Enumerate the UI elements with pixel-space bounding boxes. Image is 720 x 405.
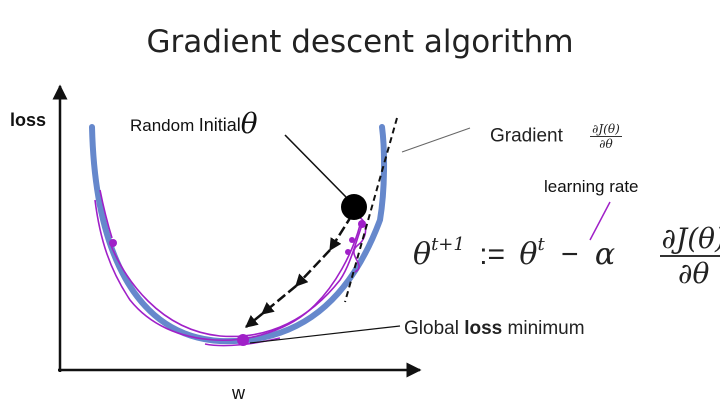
gradient-annotation: Gradient ∂J(θ) ∂θ <box>490 122 622 151</box>
descent-step-arrow-4 <box>245 313 263 328</box>
formula-denominator: ∂θ <box>678 257 710 290</box>
gradient-tangent-line <box>344 117 398 303</box>
initial-pointer-line <box>284 134 347 198</box>
formula-fraction: ∂J(θ) ∂θ <box>659 222 720 290</box>
learning-rate-pointer-line <box>589 201 611 241</box>
global-bold: loss <box>464 318 503 339</box>
descent-steps <box>245 214 354 328</box>
random-label: Random <box>130 116 195 135</box>
gradient-numerator: ∂J(θ) <box>590 122 622 137</box>
gradient-denominator: ∂θ <box>599 137 613 151</box>
learning-rate-label: learning rate <box>544 177 639 196</box>
formula-alpha: α <box>594 236 616 272</box>
initial-label: Initial <box>198 115 241 135</box>
scribble-dots <box>109 220 366 346</box>
gradient-pointer-line <box>401 127 471 153</box>
loss-curve <box>89 124 388 345</box>
initial-point-ball <box>341 194 367 220</box>
diagram-title: Gradient descent algorithm <box>146 24 574 60</box>
theta-symbol: θ <box>240 107 258 140</box>
update-formula: θt+1 := θt − α ∂J(θ) ∂θ <box>413 222 720 290</box>
random-initial-label: Random Initialθ <box>130 105 258 140</box>
gradient-fraction: ∂J(θ) ∂θ <box>590 122 622 151</box>
global-prefix: Global <box>404 318 459 339</box>
global-suffix: minimum <box>507 318 585 339</box>
descent-step-arrow-3 <box>261 285 297 315</box>
pen-scribbles <box>94 189 367 347</box>
y-axis-label: loss <box>10 110 47 130</box>
formula-minus: − <box>561 237 579 271</box>
gradient-label: Gradient <box>490 125 563 147</box>
formula-lhs-sup: t+1 <box>431 233 465 255</box>
formula-theta: θ <box>519 236 538 272</box>
global-minimum-pointer-line <box>249 325 401 344</box>
formula-numerator: ∂J(θ) <box>659 222 720 257</box>
global-minimum-label: Global loss minimum <box>404 318 585 340</box>
formula-assign: := <box>479 237 506 271</box>
x-axis-label: w <box>232 383 245 403</box>
descent-step-arrow-1 <box>328 214 354 252</box>
descent-step-arrow-2 <box>295 249 331 287</box>
formula-theta-sup: t <box>537 233 545 255</box>
formula-lhs-theta: θ <box>413 236 432 272</box>
